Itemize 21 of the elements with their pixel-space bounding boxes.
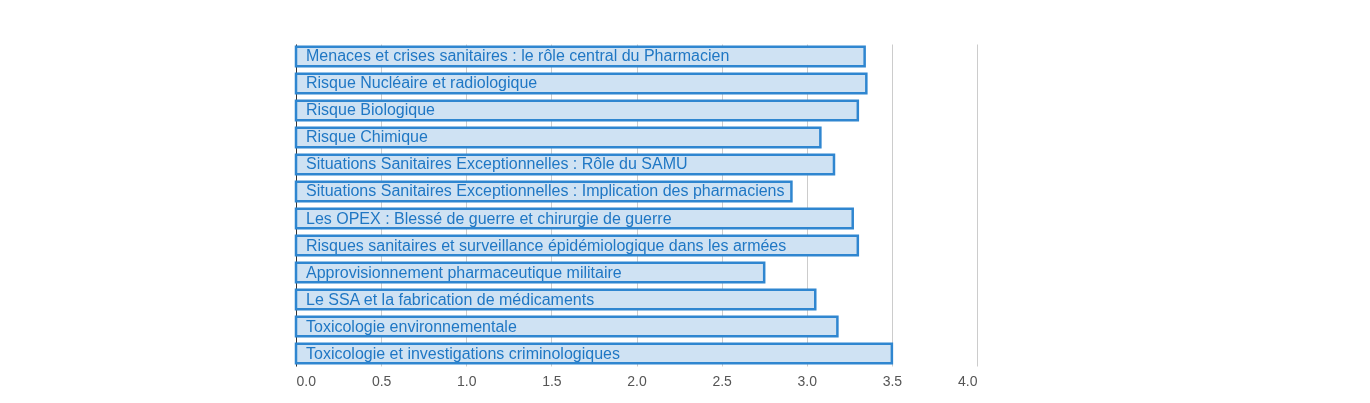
- y-tick-label: Les OPEX : Blessé de guerre et chirurgie de guerre: [306, 209, 672, 227]
- x-tick-label: 1.0: [457, 372, 477, 389]
- y-tick-label: Le SSA et la fabrication de médicaments: [306, 290, 595, 308]
- x-tick-label: 4.0: [958, 372, 978, 389]
- y-tick-label: Situations Sanitaires Exceptionnelles : Implication des pharmaciens: [306, 182, 785, 200]
- y-tick-label: Risque Biologique: [306, 101, 436, 119]
- x-tick-label: 2.0: [627, 372, 647, 389]
- y-tick-label: Situations Sanitaires Exceptionnelles : Rôle du SAMU: [306, 155, 688, 173]
- x-tick-label: 2.5: [712, 372, 733, 389]
- y-tick-label: Toxicologie et investigations criminologiques: [306, 344, 620, 362]
- y-tick-label: Risques sanitaires et surveillance épidémiologique dans les armées: [306, 236, 787, 254]
- x-tick-label: 1.5: [542, 372, 562, 389]
- y-tick-label: Risque Chimique: [306, 128, 428, 146]
- y-tick-label: Menaces et crises sanitaires : le rôle central du Pharmacien: [306, 47, 730, 65]
- x-tick-label: 0.5: [371, 372, 392, 389]
- y-tick-label: Toxicologie environnementale: [306, 317, 517, 335]
- x-tick-label: 3.5: [882, 372, 903, 389]
- x-tick-label: 3.0: [797, 372, 818, 389]
- y-tick-label: Approvisionnement pharmaceutique militaire: [306, 263, 622, 281]
- x-tick-label: 0.0: [296, 372, 317, 389]
- y-tick-label: Risque Nucléaire et radiologique: [306, 74, 538, 92]
